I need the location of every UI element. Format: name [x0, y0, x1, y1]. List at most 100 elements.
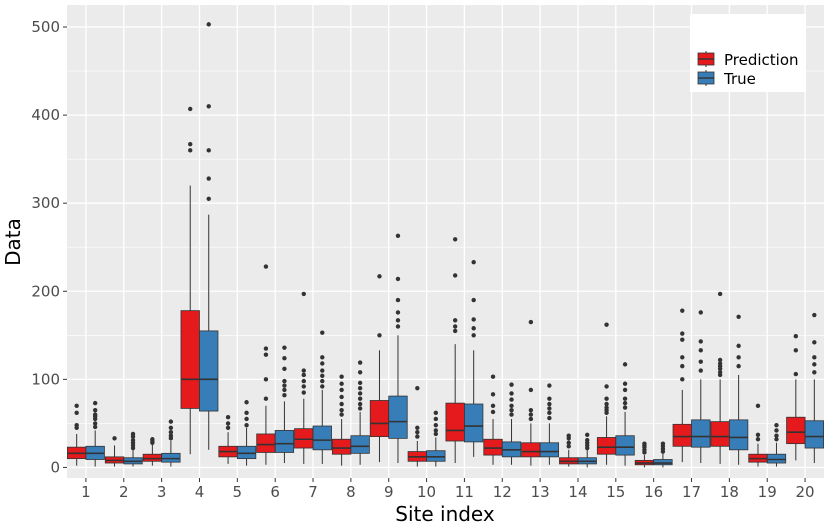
outlier-point [415, 385, 420, 391]
outlier-point [566, 433, 571, 438]
outlier-point [509, 391, 514, 396]
box-iqr [274, 430, 295, 453]
box-iqr [161, 452, 181, 463]
box-iqr [331, 438, 352, 455]
x-tick-label: 2 [119, 483, 129, 501]
outlier-point [812, 312, 817, 318]
outlier-point [604, 405, 609, 410]
outlier-point [604, 322, 609, 327]
outlier-point [244, 422, 249, 428]
outlier-point [717, 361, 723, 366]
box-true-site-3 [161, 419, 181, 467]
x-axis: 1 2 3 4 5 6 7 8 9 10 11 12 13 14 15 16 17 18 19 20 [81, 478, 815, 501]
box-layer [67, 22, 824, 468]
outlier-point [490, 374, 496, 379]
box-iqr [312, 425, 332, 451]
outlier-point [282, 366, 287, 371]
outlier-point [225, 421, 231, 426]
outlier-point [188, 141, 193, 147]
outlier-point [622, 381, 628, 386]
outlier-point [698, 368, 703, 373]
box-iqr [256, 433, 276, 453]
outlier-point [604, 396, 609, 401]
outlier-point [774, 433, 779, 438]
outlier-point [471, 326, 476, 331]
outlier-point [490, 409, 496, 415]
outlier-point [547, 415, 552, 421]
outlier-point [471, 259, 476, 265]
outlier-point [509, 382, 514, 387]
outlier-point [642, 441, 647, 446]
box-iqr [426, 450, 446, 462]
box-prediction-site-9 [369, 274, 390, 463]
box-prediction-site-19 [748, 403, 768, 467]
box-iqr [786, 416, 806, 445]
box-true-site-13 [539, 383, 560, 465]
outlier-point [339, 381, 344, 386]
box-iqr [672, 423, 692, 447]
y-tick-label: 400 [31, 106, 60, 124]
outlier-point [547, 383, 552, 388]
outlier-point [339, 394, 344, 400]
outlier-point [395, 276, 401, 282]
box-prediction-site-15 [596, 322, 617, 465]
outlier-point [301, 372, 306, 378]
outlier-point [793, 371, 799, 377]
legend-label-prediction: Prediction [724, 51, 799, 69]
box-iqr [615, 435, 635, 456]
outlier-point [320, 368, 325, 373]
outlier-point [301, 368, 306, 373]
outlier-point [717, 370, 723, 375]
box-true-site-9 [388, 233, 408, 464]
outlier-point [509, 412, 514, 417]
outlier-point [395, 324, 401, 329]
outlier-point [622, 396, 628, 401]
legend: Prediction True [690, 14, 806, 92]
legend-key-true [697, 70, 715, 86]
outlier-point [774, 437, 779, 442]
box-iqr [653, 459, 673, 466]
y-tick-label: 500 [31, 18, 60, 36]
x-tick-label: 3 [157, 483, 167, 501]
x-tick-label: 10 [417, 483, 436, 501]
outlier-point [357, 401, 363, 407]
outlier-point [339, 412, 344, 417]
box-true-site-12 [501, 382, 522, 465]
x-tick-label: 14 [568, 483, 587, 501]
outlier-point [301, 390, 306, 395]
x-tick-label: 5 [233, 483, 243, 501]
outlier-point [357, 391, 363, 396]
box-true-site-18 [728, 314, 749, 465]
outlier-point [433, 416, 439, 422]
outlier-point [547, 410, 552, 416]
outlier-point [433, 422, 439, 428]
outlier-point [168, 433, 174, 438]
outlier-point [263, 264, 269, 269]
outlier-point [206, 104, 211, 109]
box-prediction-site-17 [672, 308, 692, 463]
outlier-point [547, 401, 552, 407]
outlier-point [320, 378, 325, 384]
outlier-point [680, 308, 685, 313]
outlier-point [282, 387, 287, 393]
outlier-point [244, 400, 249, 405]
x-tick-label: 13 [531, 483, 550, 501]
box-true-site-15 [615, 362, 635, 466]
outlier-point [357, 396, 363, 401]
outlier-point [320, 373, 325, 379]
y-axis: 0 100 200 300 400 500 [31, 18, 67, 476]
outlier-point [736, 343, 741, 349]
box-iqr [483, 438, 503, 456]
outlier-point [622, 387, 628, 393]
outlier-point [112, 436, 117, 441]
outlier-point [395, 297, 401, 303]
outlier-point [547, 396, 552, 401]
box-iqr [804, 420, 824, 449]
box-prediction-site-13 [521, 319, 541, 466]
outlier-point [566, 444, 571, 449]
outlier-point [357, 360, 363, 365]
outlier-point [339, 374, 344, 379]
outlier-point [680, 355, 685, 360]
outlier-point [244, 416, 249, 422]
outlier-point [509, 397, 514, 402]
